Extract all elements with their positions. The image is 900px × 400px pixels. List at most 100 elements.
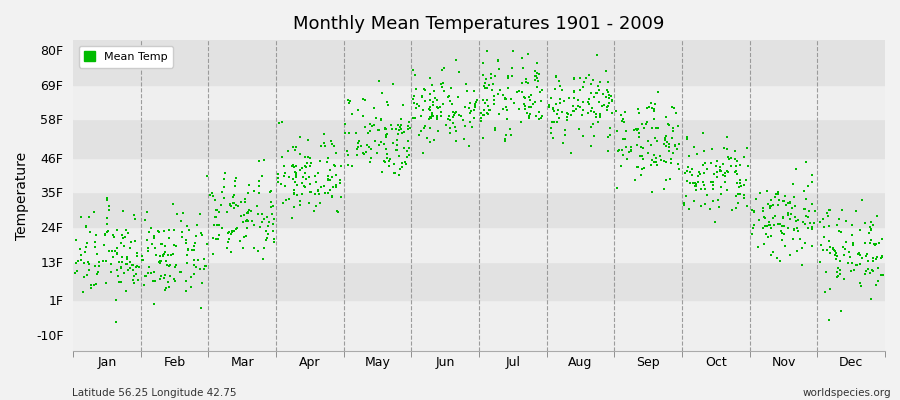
Point xyxy=(180,223,194,230)
Point xyxy=(86,282,101,288)
Point xyxy=(148,244,162,251)
Point xyxy=(265,198,279,205)
Point xyxy=(141,228,156,235)
Point xyxy=(179,288,194,294)
Point xyxy=(616,136,630,142)
Point xyxy=(612,147,626,154)
Point xyxy=(776,214,790,220)
Point xyxy=(488,73,502,80)
Point xyxy=(863,227,878,234)
Point xyxy=(597,102,611,108)
Point xyxy=(806,220,821,226)
Point xyxy=(227,228,241,234)
Point xyxy=(488,124,502,131)
Point xyxy=(452,69,466,75)
Point xyxy=(600,134,615,140)
Point xyxy=(818,288,832,295)
Point xyxy=(182,227,196,234)
Point xyxy=(328,150,343,156)
Point xyxy=(392,124,407,131)
Point xyxy=(519,75,534,82)
Point xyxy=(484,74,499,81)
Point xyxy=(740,145,754,151)
Point xyxy=(200,241,214,248)
Point xyxy=(345,111,359,118)
Point xyxy=(716,172,731,178)
Point xyxy=(328,162,342,168)
Point xyxy=(719,133,733,140)
Point xyxy=(550,119,564,126)
Point xyxy=(259,235,274,241)
Point xyxy=(762,222,777,228)
Point xyxy=(112,259,126,265)
Point xyxy=(128,216,142,222)
Point xyxy=(181,247,195,254)
Point xyxy=(764,251,778,258)
Point xyxy=(220,230,235,236)
Point xyxy=(645,156,660,163)
Point xyxy=(303,154,318,161)
Point xyxy=(533,89,547,96)
Point xyxy=(680,136,694,142)
Point xyxy=(527,98,542,105)
Point xyxy=(822,207,836,214)
Point xyxy=(732,183,746,190)
Point xyxy=(635,156,650,163)
Point xyxy=(573,104,588,110)
Point xyxy=(498,138,512,144)
Point xyxy=(636,165,651,171)
Point xyxy=(698,160,713,166)
Point xyxy=(437,65,452,72)
Point xyxy=(718,179,733,185)
Point xyxy=(822,238,836,244)
Point xyxy=(656,186,670,192)
Point xyxy=(683,180,698,186)
Point xyxy=(323,177,338,183)
Point xyxy=(649,125,663,132)
Point xyxy=(653,153,668,159)
Point xyxy=(286,162,301,168)
Point xyxy=(444,130,458,136)
Point xyxy=(446,120,460,127)
Point xyxy=(667,105,681,111)
Point xyxy=(713,168,727,174)
Point xyxy=(815,216,830,222)
Point xyxy=(861,230,876,236)
Point xyxy=(370,150,384,156)
Point xyxy=(294,165,309,172)
Point xyxy=(700,166,715,173)
Point xyxy=(120,256,134,262)
Point xyxy=(544,95,559,101)
Point xyxy=(140,236,154,243)
Point xyxy=(376,158,391,164)
Point xyxy=(519,110,534,116)
Point xyxy=(528,68,543,74)
Point xyxy=(600,107,615,114)
Point xyxy=(102,248,116,254)
Point xyxy=(797,206,812,212)
Point xyxy=(492,87,507,94)
Point xyxy=(780,225,795,232)
Point xyxy=(188,264,202,270)
Point xyxy=(736,182,751,188)
Point xyxy=(474,110,489,116)
Point xyxy=(241,210,256,216)
Point xyxy=(274,181,288,188)
Point xyxy=(830,274,844,280)
Point xyxy=(498,95,512,101)
Point xyxy=(760,222,774,229)
Point xyxy=(100,195,114,201)
Point xyxy=(395,160,410,166)
Point xyxy=(416,106,430,113)
Point xyxy=(484,87,499,93)
Point xyxy=(618,128,633,134)
Point xyxy=(587,94,601,100)
Point xyxy=(121,229,135,236)
Point xyxy=(800,225,814,231)
Point xyxy=(595,103,609,110)
Point xyxy=(430,104,445,110)
Point xyxy=(771,221,786,227)
Point xyxy=(665,134,680,141)
Point xyxy=(221,236,236,242)
Point xyxy=(406,66,420,73)
